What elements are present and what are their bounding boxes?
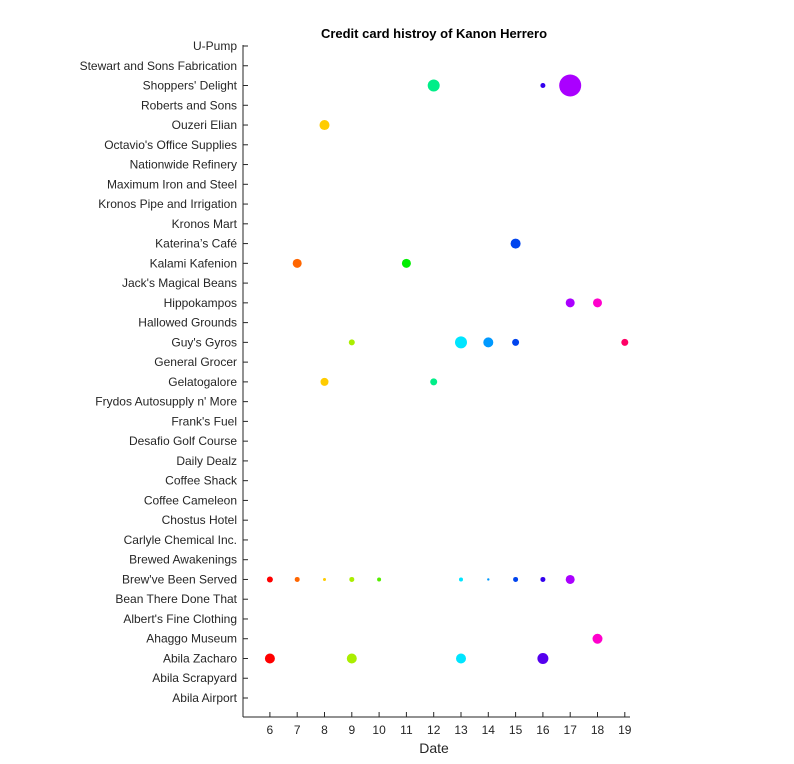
data-point — [459, 577, 463, 582]
x-tick-label: 9 — [348, 723, 355, 737]
x-tick-label: 15 — [509, 723, 523, 737]
y-axis: Abila Airport Abila Scrapyard Abila Zachar… — [80, 39, 248, 717]
y-tick-label: Frank's Fuel — [171, 414, 237, 428]
data-point — [320, 377, 329, 386]
data-point — [510, 238, 521, 249]
data-point — [427, 79, 440, 92]
y-tick-label: U-Pump — [193, 39, 237, 53]
data-point — [401, 258, 411, 268]
y-tick-label: Albert's Fine Clothing — [123, 612, 237, 626]
y-tick-label: Abila Zacharo — [163, 651, 237, 665]
data-point — [483, 337, 494, 348]
data-point — [540, 83, 546, 89]
y-tick-label: Kronos Mart — [172, 217, 238, 231]
y-tick-label: Abila Scrapyard — [152, 671, 237, 685]
data-point — [513, 576, 519, 582]
y-tick-label: Ahaggo Museum — [146, 632, 237, 646]
y-tick-label: Roberts and Sons — [141, 98, 237, 112]
y-tick-label: Desafio Golf Course — [129, 434, 237, 448]
y-tick-label: Coffee Shack — [165, 474, 238, 488]
x-tick-label: 8 — [321, 723, 328, 737]
x-tick-label: 10 — [372, 723, 386, 737]
data-point — [456, 653, 466, 664]
chart-title: Credit card histroy of Kanon Herrero — [321, 26, 547, 41]
data-point — [592, 633, 603, 644]
y-tick-label: Nationwide Refinery — [130, 158, 237, 172]
y-tick-label: Daily Dealz — [176, 454, 237, 468]
data-point — [346, 653, 357, 664]
data-point — [565, 298, 575, 308]
x-tick-label: 18 — [591, 723, 605, 737]
x-tick-label: 19 — [618, 723, 632, 737]
y-tick-label: Octavio's Office Supplies — [104, 138, 237, 152]
y-tick-label: Hippokampos — [164, 296, 237, 310]
data-point — [593, 298, 602, 308]
y-tick-label: Coffee Cameleon — [144, 493, 237, 507]
x-tick-label: 6 — [267, 723, 274, 737]
x-axis-label: Date — [419, 740, 449, 756]
y-tick-label: Kalami Kafenion — [150, 256, 237, 270]
y-tick-label: Abila Airport — [172, 691, 237, 705]
x-tick-label: 16 — [536, 723, 550, 737]
data-point — [349, 576, 355, 582]
y-tick-label: Maximum Iron and Steel — [107, 177, 237, 191]
y-tick-label: Guy's Gyros — [171, 335, 237, 349]
y-tick-label: Kronos Pipe and Irrigation — [98, 197, 237, 211]
y-tick-label: Bean There Done That — [115, 592, 237, 606]
data-point — [292, 258, 302, 268]
data-point — [264, 653, 275, 664]
data-point — [537, 652, 549, 664]
data-point — [319, 120, 330, 131]
y-tick-label: Katerina’s Café — [155, 237, 237, 251]
data-point — [565, 574, 575, 584]
data-point — [323, 577, 326, 581]
y-tick-label: General Grocer — [154, 355, 237, 369]
data-point — [512, 338, 520, 346]
data-point — [266, 576, 273, 583]
y-tick-label: Hallowed Grounds — [138, 316, 237, 330]
data-point — [559, 74, 582, 97]
x-tick-label: 7 — [294, 723, 301, 737]
x-tick-label: 13 — [454, 723, 468, 737]
y-tick-label: Chostus Hotel — [162, 513, 237, 527]
data-points — [264, 74, 629, 664]
x-tick-label: 11 — [400, 723, 413, 737]
data-point — [455, 336, 467, 349]
data-point — [621, 338, 629, 346]
y-tick-label: Gelatogalore — [168, 375, 237, 389]
data-point — [540, 576, 546, 582]
data-point — [294, 576, 300, 582]
y-tick-label: Frydos Autosupply n' More — [95, 395, 237, 409]
data-point — [487, 578, 490, 581]
x-tick-label: 17 — [564, 723, 578, 737]
y-tick-label: Brewed Awakenings — [129, 553, 237, 567]
data-point — [430, 378, 438, 386]
y-tick-label: Shoppers' Delight — [143, 79, 238, 93]
x-axis: 6 7 8 9 10 11 12 13 14 15 16 17 18 19 — [243, 712, 632, 737]
data-point — [348, 339, 355, 346]
y-tick-label: Stewart and Sons Fabrication — [80, 59, 237, 73]
y-tick-label: Carlyle Chemical Inc. — [124, 533, 237, 547]
x-tick-label: 12 — [427, 723, 441, 737]
x-tick-label: 14 — [482, 723, 496, 737]
y-tick-label: Jack's Magical Beans — [122, 276, 237, 290]
data-point — [377, 577, 382, 582]
y-tick-label: Ouzeri Elian — [172, 118, 237, 132]
y-tick-label: Brew've Been Served — [122, 572, 237, 586]
